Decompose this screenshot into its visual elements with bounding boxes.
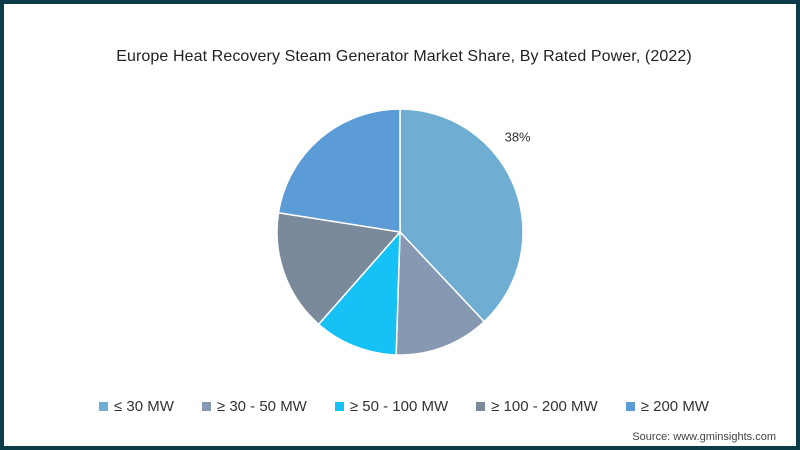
legend-swatch: [201, 402, 211, 411]
legend-label: ≥ 50 - 100 MW: [349, 398, 449, 415]
legend-swatch: [99, 402, 109, 411]
chart-title: Europe Heat Recovery Steam Generator Mar…: [116, 48, 692, 65]
pie-slice: [277, 108, 401, 233]
chart-legend: ≤ 30 MW ≥ 30 - 50 MW ≥ 50 - 100 MW ≥ 100 - …: [4, 398, 800, 415]
pie-chart: 38%: [276, 108, 531, 356]
legend-label: ≥ 200 MW: [640, 398, 709, 415]
pie-slice: [276, 211, 402, 326]
legend-swatch: [334, 402, 344, 411]
legend-item: ≤ 30 MW: [99, 398, 174, 415]
legend-label: ≤ 30 MW: [114, 398, 174, 415]
legend-label: ≥ 30 - 50 MW: [216, 398, 307, 415]
pie-slice: [317, 229, 401, 356]
legend-swatch: [625, 402, 635, 411]
legend-swatch: [476, 402, 486, 411]
legend-item: ≥ 50 - 100 MW: [334, 398, 449, 415]
pie-slice: [395, 230, 486, 356]
legend-item: ≥ 30 - 50 MW: [201, 398, 307, 415]
legend-label: ≥ 100 - 200 MW: [491, 398, 598, 415]
legend-item: ≥ 100 - 200 MW: [476, 398, 598, 415]
legend-item: ≥ 200 MW: [625, 398, 709, 415]
pie-slice: [399, 108, 524, 323]
pie-data-label: 38%: [505, 129, 531, 144]
source-note: Source: www.gminsights.com: [632, 431, 776, 443]
